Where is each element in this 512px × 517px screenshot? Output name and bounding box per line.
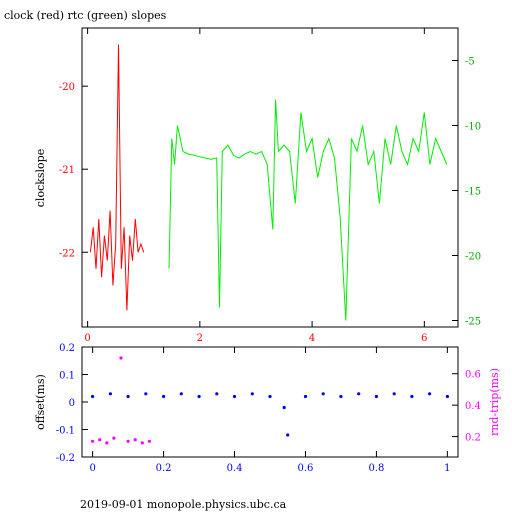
top-plot-frame <box>81 27 459 328</box>
y-tick-label: 0.1 <box>59 371 75 382</box>
y2-tick-label: 0.4 <box>465 401 481 412</box>
data-point-offset <box>286 433 290 437</box>
x-tick-label: 4 <box>309 333 315 344</box>
x-tick-label: 0 <box>89 463 95 474</box>
data-point-offset <box>282 405 286 410</box>
data-point-rnd_trip <box>91 439 95 443</box>
data-point-offset <box>91 394 95 399</box>
y2-tick-label: -20 <box>465 252 481 263</box>
data-point-offset <box>108 392 112 396</box>
data-point-offset <box>339 394 343 399</box>
y2-tick-label: 0.6 <box>465 370 481 381</box>
data-point-offset <box>250 392 254 396</box>
x-tick-label: 2 <box>197 333 203 344</box>
page-title: clock (red) rtc (green) slopes <box>4 9 167 22</box>
x-tick-label: 0.2 <box>156 463 172 474</box>
data-point-offset <box>162 394 166 399</box>
data-point-offset <box>428 392 432 396</box>
data-point-offset <box>445 394 449 399</box>
bottom-offset-panel: 0 0.2 0.4 0.6 0.8 1 -0.2 -0.1 0 0.1 0.2 0.2 0.4 0.6 o… <box>34 343 501 474</box>
data-point-offset <box>144 392 148 396</box>
top-tick-group: 0 2 4 6 -22 -21 -20 -25 -20 -15 -10 -5 <box>59 28 481 344</box>
data-point-offset <box>232 394 237 399</box>
data-point-rnd_trip <box>133 438 137 442</box>
x-tick-label: 0.6 <box>298 463 314 474</box>
x-tick-label: 0.8 <box>368 463 384 474</box>
x-tick-label: 0 <box>84 333 90 344</box>
y2-tick-label: 0.2 <box>465 433 481 444</box>
y-tick-label: -22 <box>59 248 75 259</box>
data-point-rnd_trip <box>105 441 109 445</box>
data-point-rnd_trip <box>140 441 144 445</box>
data-point-offset <box>357 392 361 396</box>
data-point-offset <box>410 394 414 399</box>
y2-tick-label: -15 <box>465 187 481 198</box>
data-point-offset <box>303 394 308 399</box>
bottom-plot-frame <box>81 346 459 458</box>
data-point-offset <box>126 394 130 399</box>
data-point-offset <box>392 392 396 396</box>
data-point-rnd_trip <box>112 436 116 440</box>
y-tick-label: 0 <box>69 398 75 409</box>
data-point-rnd_trip <box>119 356 123 360</box>
x-tick-label: 1 <box>444 463 450 474</box>
y2-tick-label: -25 <box>465 317 481 328</box>
data-point-rnd_trip <box>98 438 102 442</box>
data-point-rnd_trip <box>126 439 130 443</box>
data-point-offset <box>268 394 272 399</box>
y-tick-label: -21 <box>59 165 75 176</box>
bottom-series-group <box>91 356 449 445</box>
data-point-offset <box>197 394 201 399</box>
data-point-rnd_trip <box>147 439 151 443</box>
bottom-tick-group: 0 0.2 0.4 0.6 0.8 1 -0.2 -0.1 0 0.1 0.2 0.2 0.4 0.6 <box>56 343 481 474</box>
top-slope-panel: 0 2 4 6 -22 -21 -20 -25 -20 -15 -10 -5 clockslope <box>34 27 481 344</box>
x-tick-label: 0.4 <box>227 463 243 474</box>
data-point-offset <box>321 392 325 396</box>
y-tick-label: -0.1 <box>56 426 75 437</box>
x-tick-label: 6 <box>421 333 427 344</box>
data-point-offset <box>374 394 378 399</box>
y-tick-label: -0.2 <box>56 453 75 464</box>
y-tick-label: -20 <box>59 82 75 93</box>
data-point-offset <box>179 392 183 396</box>
footer-host-date: 2019-09-01 monopole.physics.ubc.ca <box>80 498 287 511</box>
y2-tick-label: -10 <box>465 122 481 133</box>
y2-tick-label: -5 <box>465 57 475 68</box>
series-line-clock <box>89 44 145 311</box>
y-tick-label: 0.2 <box>59 343 75 354</box>
series-line-rtc <box>168 99 448 321</box>
top-series-group <box>89 44 448 321</box>
bottom-y2-axis-label: rnd-trip(ms) <box>488 368 501 436</box>
top-y-axis-label: clockslope <box>34 149 47 207</box>
bottom-y-axis-label: offset(ms) <box>34 374 47 430</box>
data-point-offset <box>215 392 219 396</box>
